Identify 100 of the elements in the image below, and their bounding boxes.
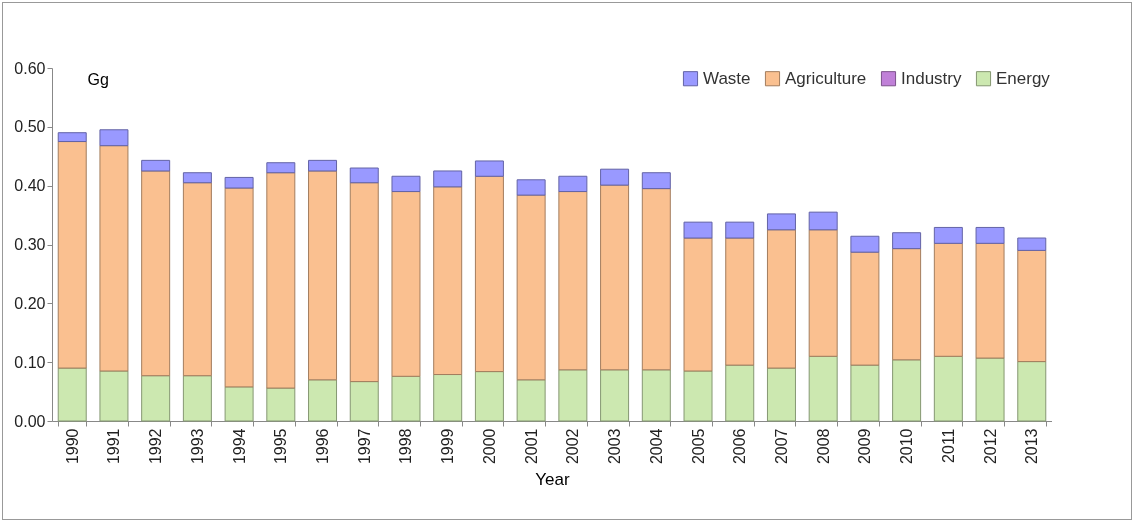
bar [57, 132, 87, 143]
y-axis-title: Gg [87, 70, 109, 88]
y-tick-label: 0.30 [14, 236, 46, 253]
x-tick-label: 2004 [647, 428, 665, 465]
x-tick-label: 1999 [439, 428, 457, 465]
bar [224, 176, 254, 189]
bar [349, 381, 379, 422]
bar [600, 369, 630, 422]
bar [224, 187, 254, 388]
bar [933, 355, 963, 422]
y-tick-label: 0.60 [14, 59, 46, 77]
x-tick-label: 2001 [522, 428, 540, 465]
bar [808, 355, 838, 422]
x-tick-label: 2002 [564, 428, 582, 465]
bar [766, 213, 796, 231]
bar [641, 188, 671, 371]
bar [433, 186, 463, 376]
bar [141, 375, 171, 422]
bar [933, 242, 963, 357]
bar [182, 375, 212, 422]
bar [474, 175, 504, 373]
bar [933, 226, 963, 244]
bar [766, 367, 796, 422]
bar [850, 251, 880, 366]
x-tick-label: 1998 [397, 428, 415, 465]
x-tick-label: 1992 [147, 428, 165, 465]
bar [474, 160, 504, 177]
x-tick-label: 1997 [355, 428, 373, 465]
x-tick-label: 2013 [1023, 428, 1041, 465]
bar [433, 170, 463, 188]
bar [725, 237, 755, 366]
bar [641, 172, 671, 190]
legend-label: Energy [996, 68, 1051, 88]
x-axis-title: Year [535, 470, 571, 490]
bar [391, 375, 421, 422]
bar [266, 387, 296, 422]
bar [1017, 249, 1047, 363]
bar [850, 364, 880, 422]
legend-label: Agriculture [785, 68, 867, 88]
x-tick-label: 2011 [939, 428, 957, 463]
x-tick-label: 2006 [731, 428, 749, 465]
y-tick-label: 0.00 [14, 412, 46, 430]
y-tick-label: 0.40 [14, 177, 46, 195]
bar [182, 172, 212, 184]
bar [57, 367, 87, 422]
x-tick-label: 2009 [856, 428, 874, 465]
bar [600, 184, 630, 371]
bar [975, 242, 1005, 359]
bar [683, 370, 713, 422]
bar [892, 248, 922, 361]
bar [725, 364, 755, 422]
bar [1017, 237, 1047, 251]
bar [99, 145, 129, 372]
x-tick-label: 1991 [105, 428, 123, 465]
bar [141, 170, 171, 377]
x-tick-label: 2012 [981, 428, 999, 465]
bar [766, 229, 796, 369]
bar [641, 369, 671, 422]
bar [808, 211, 838, 231]
bar [391, 191, 421, 377]
bar [308, 379, 338, 422]
x-tick-label: 2008 [814, 428, 832, 465]
bar [892, 359, 922, 422]
x-tick-label: 2003 [606, 428, 624, 465]
x-tick-label: 2010 [898, 428, 916, 465]
x-tick-label: 2000 [480, 428, 498, 465]
x-tick-label: 1993 [188, 428, 206, 465]
y-tick-label: 0.50 [14, 118, 46, 136]
bar [600, 168, 630, 186]
bar [558, 191, 588, 371]
x-tick-label: 1995 [272, 428, 290, 465]
y-tick-label: 0.10 [14, 353, 46, 371]
bar [266, 162, 296, 174]
bar [892, 232, 922, 250]
bar [1017, 361, 1047, 422]
bar [516, 179, 546, 196]
bar [308, 170, 338, 381]
bar [975, 357, 1005, 422]
x-tick-label: 1996 [314, 428, 332, 465]
bar [308, 159, 338, 172]
bar [99, 370, 129, 422]
bar [683, 237, 713, 372]
x-tick-label: 1990 [63, 428, 81, 465]
bar [683, 221, 713, 239]
bar [266, 172, 296, 389]
bar [516, 194, 546, 381]
bar [516, 379, 546, 422]
bar [349, 167, 379, 184]
bar [808, 229, 838, 357]
legend-label: Waste [703, 68, 751, 88]
y-tick-label: 0.20 [14, 294, 46, 312]
x-tick-label: 1994 [230, 428, 248, 465]
bar [558, 175, 588, 193]
bar [975, 226, 1005, 244]
legend-label: Industry [901, 68, 962, 88]
bar [349, 182, 379, 383]
bar [99, 129, 129, 147]
x-tick-label: 2007 [772, 428, 790, 465]
bar [141, 159, 171, 172]
bar [433, 374, 463, 422]
